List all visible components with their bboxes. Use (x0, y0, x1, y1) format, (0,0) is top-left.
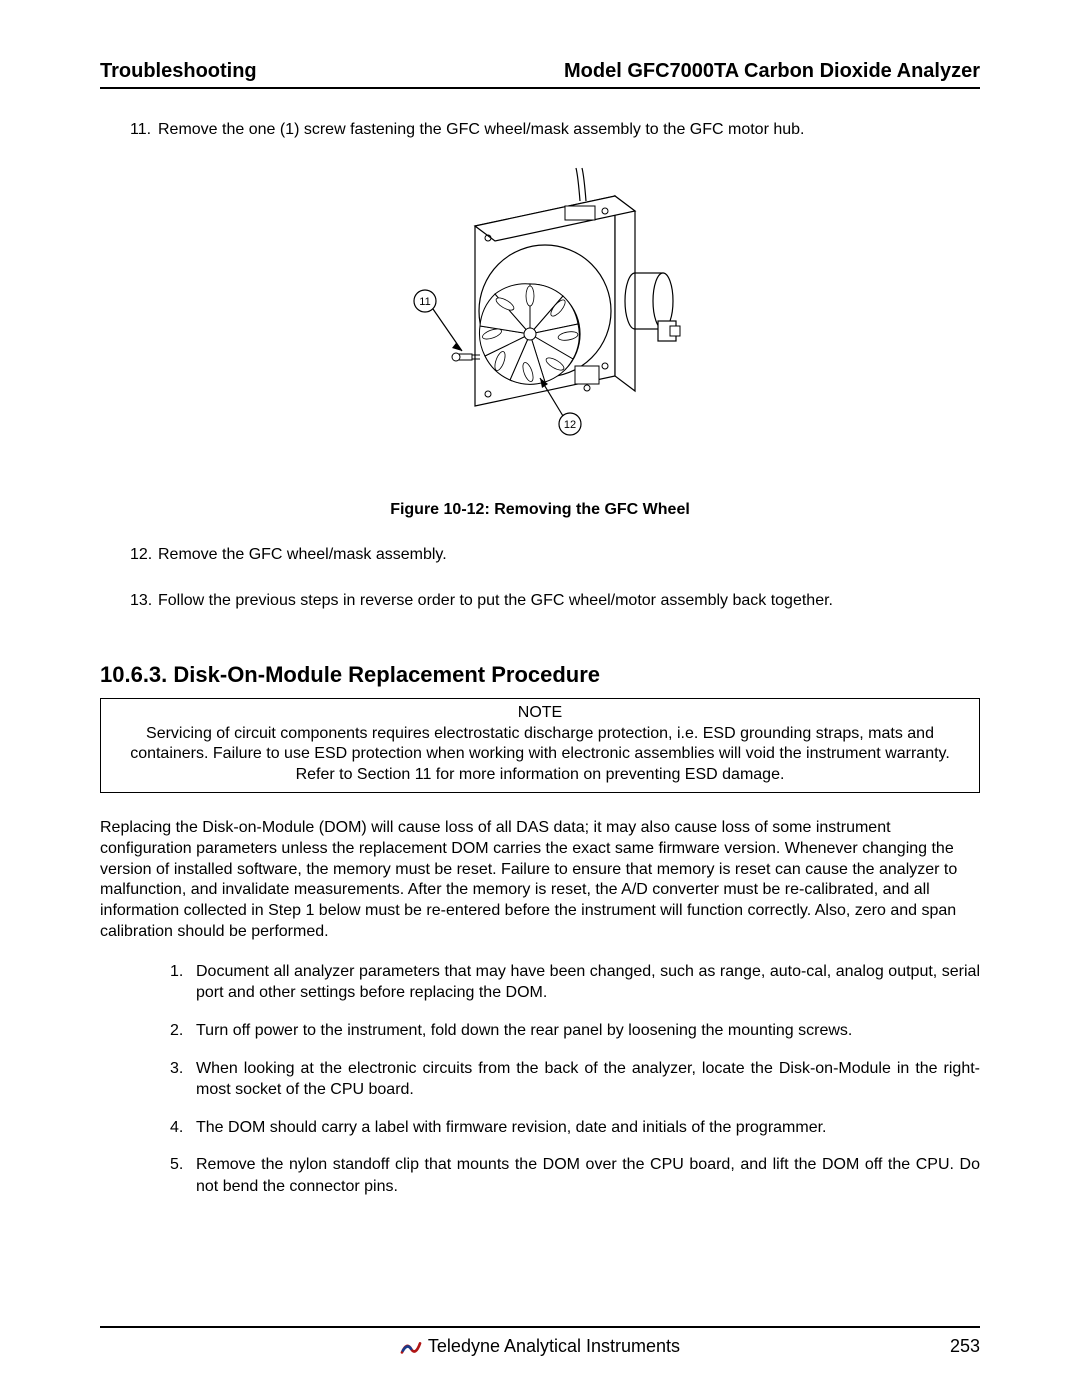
page-footer: Teledyne Analytical Instruments 253 (100, 1326, 980, 1357)
step-text: Remove the GFC wheel/mask assembly. (158, 546, 447, 563)
figure-10-12: 11 12 (100, 166, 980, 461)
step-number: 4. (170, 1117, 196, 1139)
step-text: When looking at the electronic circuits … (196, 1058, 980, 1101)
step-text: Turn off power to the instrument, fold d… (196, 1020, 980, 1042)
ol-step-5: 5.Remove the nylon standoff clip that mo… (170, 1154, 980, 1197)
step-number: 3. (170, 1058, 196, 1101)
step-number: 5. (170, 1154, 196, 1197)
note-box: NOTE Servicing of circuit components req… (100, 698, 980, 793)
step-number: 12. (130, 544, 158, 566)
step-number: 11. (130, 119, 158, 141)
callout-12-label: 12 (564, 419, 576, 431)
note-body: Servicing of circuit components requires… (130, 725, 950, 784)
step-text: Remove the nylon standoff clip that moun… (196, 1154, 980, 1197)
figure-caption: Figure 10-12: Removing the GFC Wheel (100, 501, 980, 519)
header-left: Troubleshooting (100, 60, 257, 83)
section-paragraph: Replacing the Disk-on-Module (DOM) will … (100, 818, 980, 943)
step-number: 13. (130, 590, 158, 612)
page-header: Troubleshooting Model GFC7000TA Carbon D… (100, 60, 980, 89)
step-text: Document all analyzer parameters that ma… (196, 961, 980, 1004)
header-right: Model GFC7000TA Carbon Dioxide Analyzer (564, 60, 980, 83)
ol-step-2: 2.Turn off power to the instrument, fold… (170, 1020, 980, 1042)
step-number: 2. (170, 1020, 196, 1042)
ol-step-3: 3.When looking at the electronic circuit… (170, 1058, 980, 1101)
note-title: NOTE (111, 703, 969, 724)
ol-step-1: 1.Document all analyzer parameters that … (170, 961, 980, 1004)
step-12: 12.Remove the GFC wheel/mask assembly. (100, 544, 980, 566)
ol-step-4: 4.The DOM should carry a label with firm… (170, 1117, 980, 1139)
section-heading: 10.6.3. Disk-On-Module Replacement Proce… (100, 662, 980, 688)
page-number: 253 (950, 1336, 980, 1357)
step-text: Remove the one (1) screw fastening the G… (158, 121, 805, 138)
step-number: 1. (170, 961, 196, 1004)
ordered-steps: 1.Document all analyzer parameters that … (100, 961, 980, 1198)
step-13: 13.Follow the previous steps in reverse … (100, 590, 980, 612)
footer-company: Teledyne Analytical Instruments (428, 1336, 680, 1357)
step-text: Follow the previous steps in reverse ord… (158, 592, 833, 609)
teledyne-logo-icon (400, 1338, 422, 1356)
step-text: The DOM should carry a label with firmwa… (196, 1117, 980, 1139)
step-11: 11.Remove the one (1) screw fastening th… (100, 119, 980, 141)
callout-11-label: 11 (419, 296, 430, 308)
gfc-wheel-diagram: 11 12 (380, 166, 700, 456)
